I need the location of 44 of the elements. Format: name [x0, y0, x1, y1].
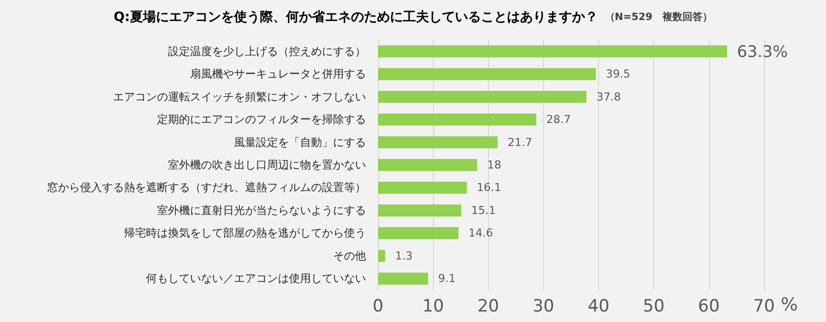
x-tick-label: 70 — [753, 296, 775, 316]
bar — [378, 45, 728, 58]
data-label: 18 — [487, 158, 502, 172]
y-tick-label: 風量設定を「自動」にする — [234, 136, 366, 149]
bar — [378, 182, 467, 194]
data-label: 37.8 — [596, 90, 621, 104]
x-tick-label: 20 — [477, 296, 500, 316]
x-tick-label: 60 — [698, 296, 720, 316]
x-tick-label: 0 — [372, 296, 384, 316]
chart-subtitle: （N=529 複数回答） — [598, 11, 712, 23]
data-label: 16.1 — [476, 181, 502, 194]
x-tick-label: 40 — [588, 296, 610, 316]
bar — [378, 114, 536, 126]
y-tick-label: 定期的にエアコンのフィルターを掃除する — [157, 113, 366, 126]
data-label: 15.1 — [471, 204, 496, 217]
y-tick-label: 帰宅時は換気をして部屋の熱を逃がしてから使う — [124, 226, 366, 240]
bar — [378, 136, 498, 148]
bar — [378, 204, 462, 216]
x-tick-label: 10 — [422, 296, 444, 316]
data-label: 1.3 — [395, 249, 413, 262]
y-tick-label: その他 — [333, 249, 366, 262]
y-tick-label: 室外機の吹き出し口周辺に物を置かない — [168, 158, 366, 172]
data-label: 28.7 — [546, 113, 571, 126]
data-label: 39.5 — [606, 68, 630, 81]
bar — [378, 250, 386, 262]
y-tick-label: エアコンの運転スイッチを頻繁にオン・オフしない — [113, 90, 366, 104]
x-axis-title: % — [780, 294, 798, 316]
y-tick-label: 窓から侵入する熱を遮断する（すだれ、遮熱フィルムの設置等） — [47, 181, 366, 194]
bar — [378, 272, 428, 285]
y-tick-label: 何もしていない／エアコンは使用していない — [146, 272, 366, 286]
y-tick-label: 室外機に直射日光が当たらないようにする — [157, 204, 366, 217]
data-label: 21.7 — [508, 136, 532, 149]
bar — [378, 159, 478, 171]
bar — [378, 227, 459, 240]
data-label: 9.1 — [438, 272, 456, 286]
bar — [378, 90, 586, 103]
data-label: 63.3% — [737, 42, 788, 61]
x-tick-label: 50 — [642, 296, 665, 316]
x-tick-label: 30 — [532, 296, 554, 316]
bar — [378, 68, 596, 80]
data-label: 14.6 — [468, 226, 494, 240]
chart-title: Q:夏場にエアコンを使う際、何か省エネのために工夫していることはありますか？ — [114, 10, 598, 25]
y-tick-label: 扇風機やサーキュレータと併用する — [190, 68, 366, 81]
y-tick-label: 設定温度を少し上げる（控えめにする） — [168, 44, 366, 58]
